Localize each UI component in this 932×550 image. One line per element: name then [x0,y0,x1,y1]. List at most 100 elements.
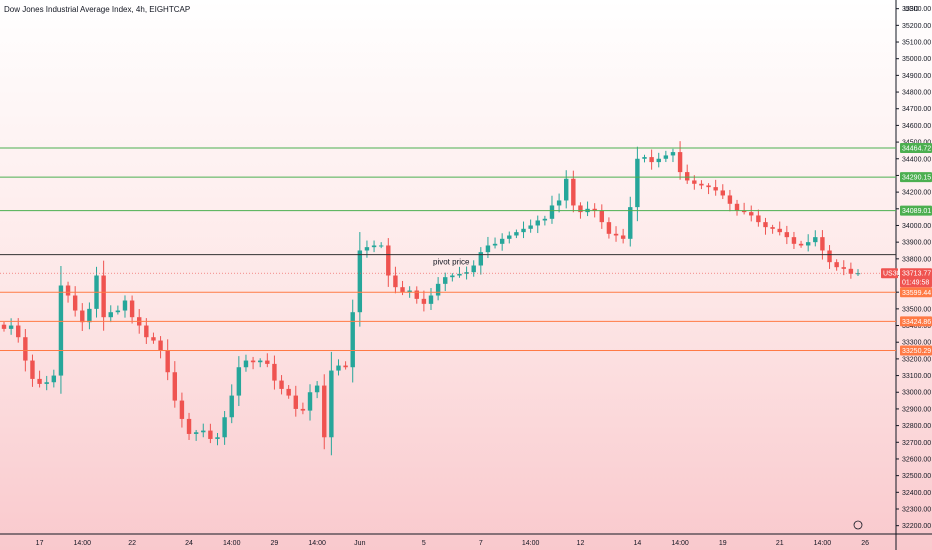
candle-body [478,252,484,266]
candle-body [272,363,277,381]
candle-body [834,262,839,268]
candle-body [101,275,106,318]
candle-body [798,243,804,246]
symbol-label: US30 [883,271,901,278]
candle-body [734,203,740,211]
candle-body [393,275,398,288]
y-tick-label: 32700.00 [902,440,931,447]
x-tick-label: 5 [422,540,426,547]
candle-body [307,392,313,411]
candle-body [265,360,270,364]
x-tick-label: 14:00 [308,540,326,547]
candle-body [443,277,448,284]
current-price-tag [900,268,932,288]
x-tick-label: 7 [479,540,483,547]
candle-body [549,205,555,219]
candle-body [784,232,790,238]
candle-body [87,308,92,323]
candle-body [201,430,206,433]
candle-body [250,360,256,363]
candle-body [16,325,21,338]
x-tick-label: 14:00 [814,540,832,547]
candle-body [158,340,163,351]
candle-body [329,370,334,438]
candle-body [229,395,234,418]
level-price-tag [900,287,932,298]
x-tick-label: 29 [271,540,279,547]
candle-body [179,400,185,419]
y-tick-label: 32200.00 [902,523,931,530]
candle-body [564,178,569,201]
level-price-tag [900,205,932,216]
candle-body [578,205,583,213]
candle-body [129,300,135,318]
x-tick-label: Jun [354,540,365,547]
candle-body [635,158,640,208]
candle-body [72,295,78,311]
candle-body [23,337,28,361]
candle-body [820,237,825,251]
candle-body [364,247,370,251]
candle-body [499,238,505,244]
candle-body [386,245,391,276]
y-tick-label: 33300.00 [902,340,931,347]
candle-body [65,285,71,296]
y-tick-label: 32800.00 [902,423,931,430]
candle-body [172,372,178,401]
candle-body [692,180,697,184]
candle-body [827,250,832,263]
y-tick-label: 33100.00 [902,373,931,380]
candle-body [8,325,14,329]
candle-body [122,300,128,311]
candle-body [471,265,476,273]
candle-body [699,183,704,186]
x-tick-label: 14:00 [223,540,241,547]
candle-body [322,385,327,438]
candle-body [848,268,854,274]
candle-body [606,222,612,234]
candle-body [428,295,434,304]
candle-body [528,225,533,229]
candle-body [243,360,249,368]
replay-icon [853,520,863,530]
candle-body [414,290,419,299]
y-tick-label: 33500.00 [902,306,931,313]
y-tick-label: 32600.00 [902,456,931,463]
y-tick-label: 32900.00 [902,406,931,413]
level-price-label: 33250.29 [902,348,931,355]
candle-body [236,367,242,396]
y-tick-label: 33900.00 [902,240,931,247]
pivot-price-label: pivot price [433,258,470,267]
candle-body [656,158,661,163]
candle-body [507,235,512,239]
current-price-label: 33713.77 [902,271,931,278]
y-tick-label: 34400.00 [902,156,931,163]
candle-body [791,237,797,244]
candle-body [435,283,441,296]
candle-body [407,290,412,293]
candle-body [350,312,355,368]
candle-body [421,298,427,304]
level-price-label: 34290.15 [902,175,931,182]
symbol-badge [881,268,898,279]
candle-body [314,385,320,393]
candle-body [713,187,718,191]
x-tick-label: 14:00 [671,540,689,547]
y-tick-label: 35300.00 [902,6,931,13]
candle-body [485,245,491,253]
candle-body [777,228,782,233]
candle-body [556,200,562,206]
x-tick-label: 19 [719,540,727,547]
candle-body [108,312,113,318]
y-tick-label: 34600.00 [902,123,931,130]
candle-body [371,245,377,248]
candle-body [535,220,540,226]
level-price-label: 34089.01 [902,208,931,215]
y-tick-label: 35100.00 [902,40,931,47]
candle-body [720,190,725,196]
candle-body [1,324,7,329]
candle-body [670,152,676,156]
candle-body [279,380,284,389]
x-tick-label: 26 [861,540,869,547]
